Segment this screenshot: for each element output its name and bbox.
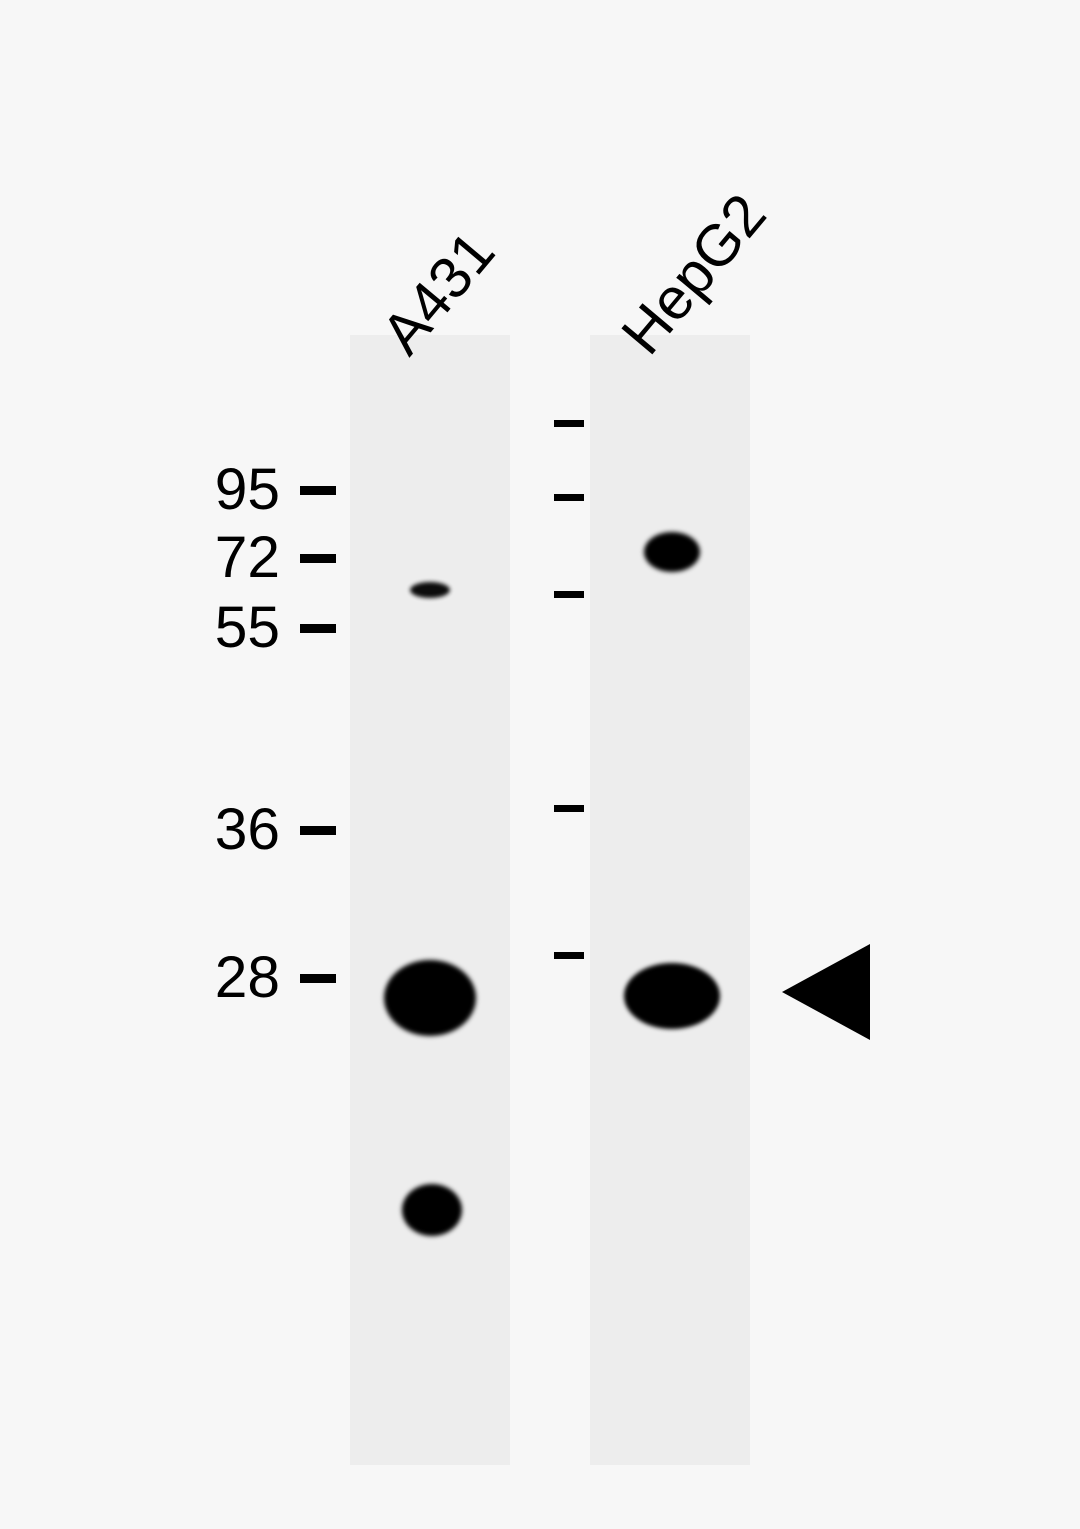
band-hepg2-0 [644,532,700,572]
inner-tick-0 [554,420,584,427]
target-band-arrow-icon [782,944,870,1040]
mw-label-36: 36 [0,796,280,863]
mw-tick-28 [300,974,336,983]
mw-label-95: 95 [0,456,280,523]
inner-tick-2 [554,591,584,598]
western-blot-figure: A431 HepG2 95 72 55 36 28 [0,0,1080,1529]
mw-tick-95 [300,486,336,495]
lane-a431 [350,335,510,1465]
inner-tick-3 [554,805,584,812]
inner-tick-4 [554,952,584,959]
inner-tick-1 [554,494,584,501]
mw-label-72: 72 [0,524,280,591]
lane-hepg2 [590,335,750,1465]
band-a431-1 [384,960,476,1036]
mw-label-28: 28 [0,944,280,1011]
band-hepg2-1 [624,963,720,1029]
mw-tick-72 [300,554,336,563]
mw-tick-36 [300,826,336,835]
band-a431-0 [410,582,450,598]
mw-tick-55 [300,624,336,633]
mw-label-55: 55 [0,594,280,661]
band-a431-2 [402,1184,462,1236]
